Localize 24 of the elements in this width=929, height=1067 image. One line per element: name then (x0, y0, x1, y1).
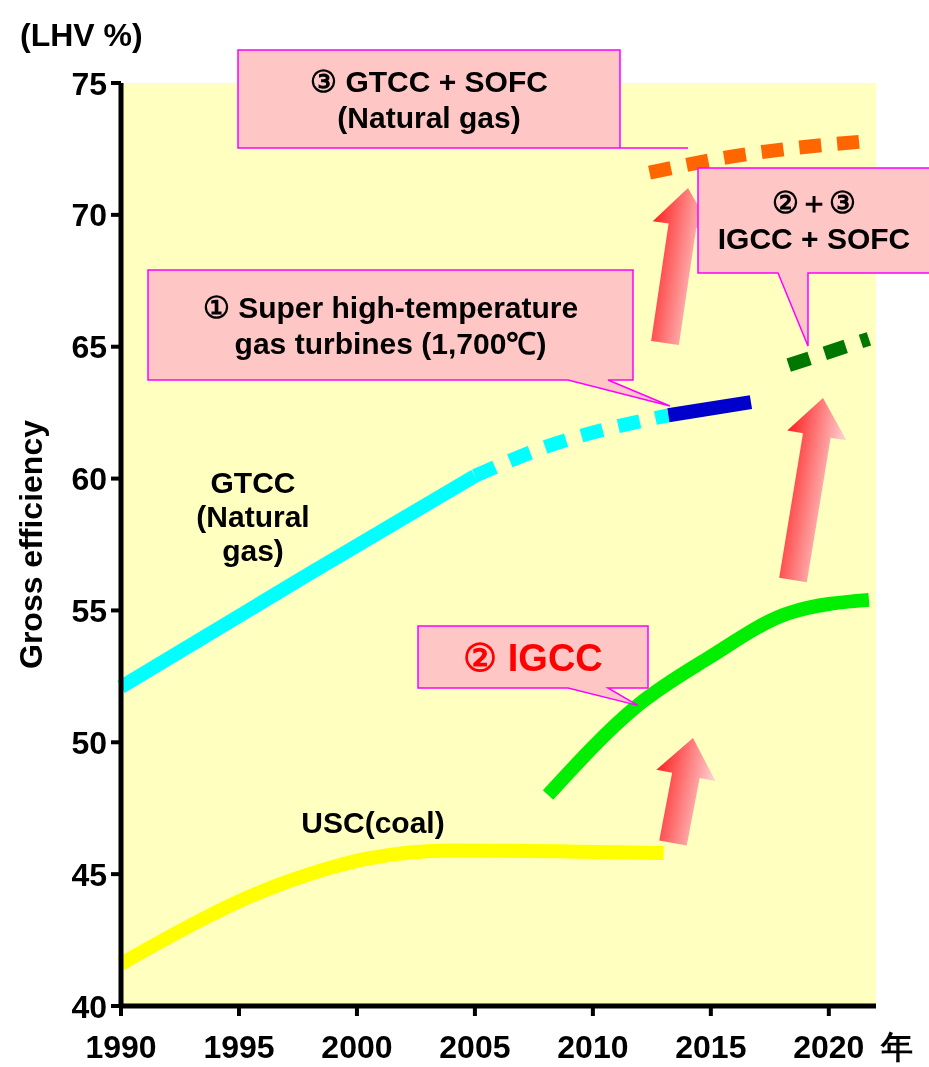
x-tick-label: 2015 (675, 1029, 747, 1065)
annotation: ② IGCC (463, 636, 603, 679)
y-axis-title: Gross efficiency (13, 419, 49, 669)
y-tick-label: 45 (71, 856, 107, 893)
x-axis-title: 年 (879, 1029, 913, 1065)
x-tick-label: 2020 (793, 1029, 865, 1065)
annotation: ③ GTCC + SOFC (Natural gas) (310, 64, 548, 134)
text: (LHV %) (20, 17, 143, 53)
x-tick-label: 2010 (557, 1029, 629, 1065)
annotation: ① Super high-temperature gas turbines (1,700℃) (202, 290, 579, 360)
x-tick-label: 2005 (439, 1029, 511, 1065)
y-tick-label: 40 (71, 988, 107, 1025)
annotation: USC(coal) (301, 806, 445, 839)
annotation: ②＋③ IGCC + SOFC (717, 186, 911, 256)
x-tick-label: 2000 (321, 1029, 393, 1065)
y-tick-label: 50 (71, 724, 107, 761)
x-tick-label: 1990 (85, 1029, 157, 1065)
annotation: GTCC (Natural gas) (196, 466, 310, 567)
y-tick-label: 70 (71, 197, 107, 234)
y-tick-label: 65 (71, 329, 107, 366)
x-tick-label: 1995 (203, 1029, 275, 1065)
y-tick-label: 60 (71, 461, 107, 498)
y-tick-label: 75 (71, 65, 107, 102)
y-tick-label: 55 (71, 592, 107, 629)
